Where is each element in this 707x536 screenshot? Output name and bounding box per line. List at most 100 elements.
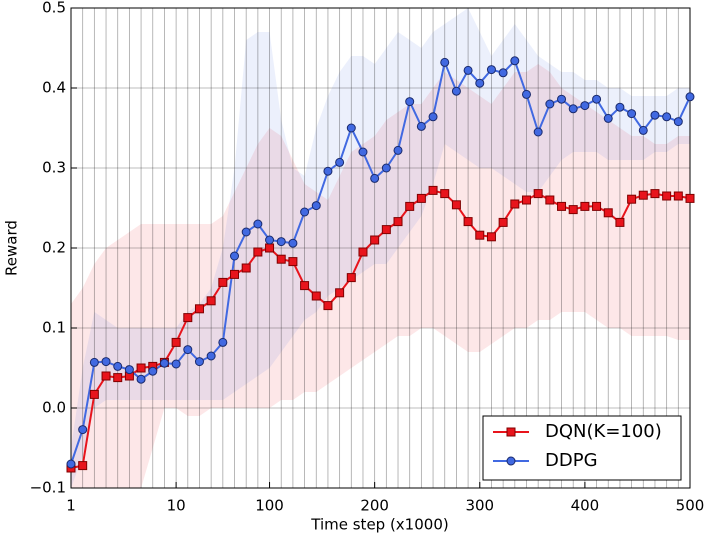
x-tick-label: 10	[167, 497, 186, 515]
data-point	[627, 109, 637, 119]
data-point	[370, 173, 380, 183]
data-point	[673, 191, 683, 201]
data-point	[533, 127, 543, 137]
data-point	[183, 345, 193, 355]
data-point	[194, 304, 204, 314]
data-point	[685, 92, 695, 102]
y-tick-label: 0.3	[42, 159, 66, 177]
data-point	[124, 365, 134, 375]
data-point	[405, 97, 415, 107]
data-point	[206, 351, 216, 361]
data-point	[486, 232, 496, 242]
data-point	[557, 94, 567, 104]
data-point	[463, 65, 473, 75]
data-point	[89, 357, 99, 367]
x-tick-label: 500	[676, 497, 705, 515]
data-point	[498, 68, 508, 78]
data-point	[66, 459, 76, 469]
data-point	[300, 207, 310, 217]
data-point	[381, 225, 391, 235]
x-tick-label: 400	[571, 497, 600, 515]
data-point	[288, 257, 298, 267]
x-tick-label: 100	[255, 497, 284, 515]
x-axis-label: Time step (x1000)	[310, 516, 448, 534]
data-point	[194, 357, 204, 367]
data-point	[113, 373, 123, 383]
data-point	[405, 201, 415, 211]
data-point	[346, 273, 356, 283]
legend-label: DQN(K=100)	[545, 421, 662, 442]
data-point	[393, 145, 403, 155]
data-point	[241, 263, 251, 273]
data-point	[288, 238, 298, 248]
data-point	[311, 291, 321, 301]
data-point	[218, 277, 228, 287]
data-point	[545, 195, 555, 205]
data-point	[206, 296, 216, 306]
data-point	[440, 189, 450, 199]
legend-box	[482, 415, 682, 481]
data-point	[265, 235, 275, 245]
data-point	[498, 217, 508, 227]
legend: DQN(K=100) DDPG	[482, 415, 682, 481]
y-tick-label: 0.4	[42, 79, 66, 97]
data-point	[136, 363, 146, 373]
data-point	[335, 288, 345, 298]
y-tick-label: 0.2	[42, 239, 66, 257]
data-point	[241, 227, 251, 237]
data-point	[510, 56, 520, 66]
x-tick-label: 200	[360, 497, 389, 515]
data-point	[475, 78, 485, 88]
data-point	[358, 247, 368, 257]
data-point	[159, 358, 169, 368]
data-point	[580, 101, 590, 111]
data-point	[440, 57, 450, 67]
data-point	[650, 189, 660, 199]
data-point	[451, 200, 461, 210]
data-point	[650, 110, 660, 120]
data-point	[323, 166, 333, 176]
y-tick-label: 0.1	[42, 319, 66, 337]
data-point	[521, 195, 531, 205]
data-point	[603, 208, 613, 218]
data-point	[592, 94, 602, 104]
data-point	[323, 301, 333, 311]
data-point	[545, 99, 555, 109]
data-point	[230, 251, 240, 261]
data-point	[265, 243, 275, 253]
y-tick-label: −0.1	[30, 479, 66, 497]
data-point	[521, 89, 531, 99]
data-point	[451, 86, 461, 96]
legend-label: DDPG	[545, 450, 598, 471]
data-point	[416, 121, 426, 131]
data-point	[615, 102, 625, 112]
data-point	[638, 125, 648, 135]
data-point	[662, 191, 672, 201]
data-point	[276, 237, 286, 247]
data-point	[662, 112, 672, 122]
data-point	[253, 247, 263, 257]
data-point	[428, 185, 438, 195]
data-point	[638, 190, 648, 200]
data-point	[381, 163, 391, 173]
data-point	[183, 313, 193, 323]
y-tick-label: 0.5	[42, 0, 66, 17]
data-point	[603, 113, 613, 123]
std-band	[71, 8, 690, 488]
data-point	[568, 205, 578, 215]
data-point	[276, 254, 286, 264]
data-point	[475, 230, 485, 240]
data-point	[311, 201, 321, 211]
plot-frame	[70, 7, 691, 489]
data-point	[615, 217, 625, 227]
data-point	[580, 201, 590, 211]
data-point	[533, 189, 543, 199]
data-point	[568, 104, 578, 114]
data-point	[510, 199, 520, 209]
data-point	[300, 281, 310, 291]
y-tick-label: 0.0	[42, 399, 66, 417]
data-point	[78, 425, 88, 435]
x-tick-label: 1	[66, 497, 76, 515]
data-point	[393, 217, 403, 227]
